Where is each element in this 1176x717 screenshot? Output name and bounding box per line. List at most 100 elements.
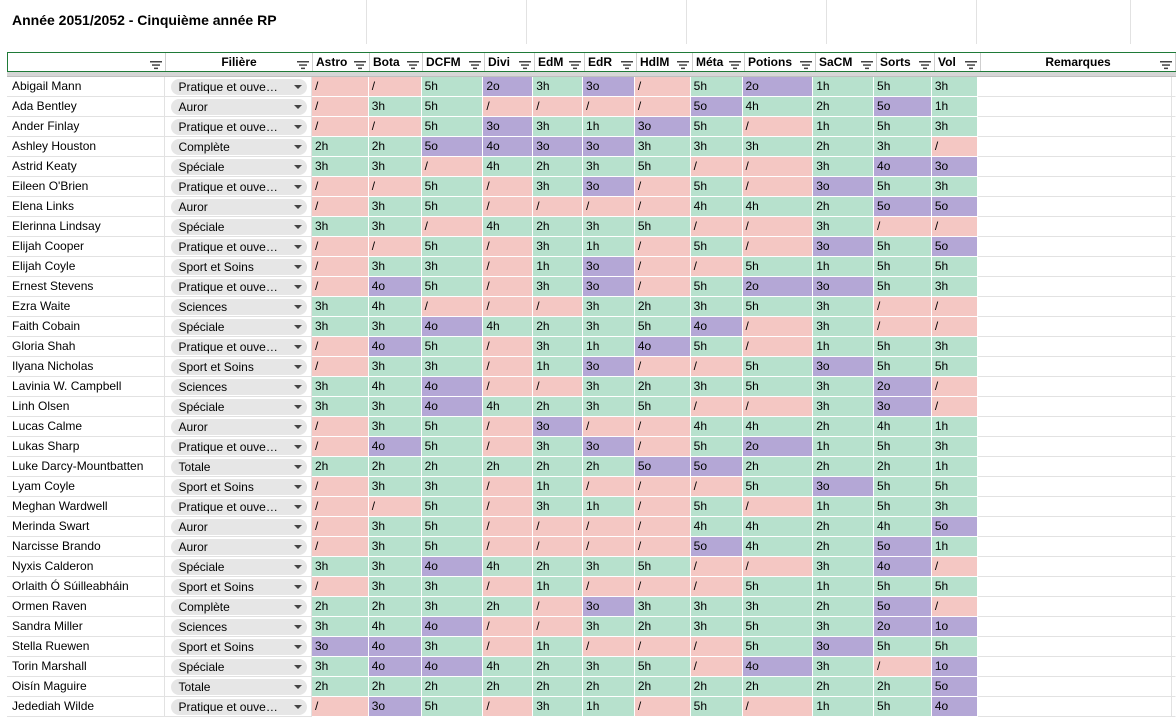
grade-potions[interactable]: / (742, 217, 814, 237)
grade-meta[interactable]: / (690, 397, 743, 417)
grade-bota[interactable]: 3h (368, 537, 422, 557)
grade-bota[interactable]: 4h (368, 297, 422, 317)
grade-divi[interactable]: 2h (483, 597, 534, 617)
grade-sorts[interactable]: / (874, 657, 932, 677)
grade-sacm[interactable]: 1h (813, 497, 875, 517)
grade-hdlm[interactable]: 5h (634, 317, 691, 337)
grade-sorts[interactable]: 5h (874, 437, 932, 457)
grade-sacm[interactable]: 2h (813, 677, 875, 697)
grade-astro[interactable]: 2h (311, 137, 369, 157)
grade-edm[interactable]: 3h (533, 177, 584, 197)
grade-hdlm[interactable]: 2h (634, 617, 691, 637)
grade-sacm[interactable]: 3o (813, 637, 875, 657)
grade-vol[interactable]: / (931, 397, 978, 417)
grade-hdlm[interactable]: / (634, 197, 691, 217)
grade-hdlm[interactable]: / (634, 357, 691, 377)
grade-potions[interactable]: / (742, 177, 814, 197)
grade-divi[interactable]: / (483, 277, 534, 297)
grade-divi[interactable]: / (483, 477, 534, 497)
grade-dcfm[interactable]: 2h (421, 457, 484, 477)
filiere-cell[interactable]: Complète (165, 597, 312, 617)
grade-divi[interactable]: 4h (483, 557, 534, 577)
dropdown-arrow-icon[interactable] (293, 145, 302, 149)
grade-dcfm[interactable]: / (421, 217, 484, 237)
grade-potions[interactable]: 5h (742, 297, 814, 317)
grade-vol[interactable]: 3h (931, 337, 978, 357)
grade-astro[interactable]: / (311, 437, 369, 457)
filiere-dropdown[interactable]: Auror (171, 539, 307, 555)
grade-astro[interactable]: / (311, 197, 369, 217)
grade-edr[interactable]: 1h (583, 497, 635, 517)
filiere-dropdown[interactable]: Pratique et ouve… (171, 179, 307, 195)
filiere-cell[interactable]: Pratique et ouve… (165, 437, 312, 457)
filiere-cell[interactable]: Spéciale (165, 317, 312, 337)
remarks-cell[interactable] (977, 657, 1172, 677)
grade-edr[interactable]: 3h (583, 297, 635, 317)
header-rem[interactable]: Remarques (981, 53, 1176, 71)
remarks-cell[interactable] (977, 637, 1172, 657)
grade-hdlm[interactable]: / (634, 477, 691, 497)
dropdown-arrow-icon[interactable] (293, 525, 302, 529)
grade-divi[interactable]: / (483, 577, 534, 597)
grade-astro[interactable]: / (311, 537, 369, 557)
grade-vol[interactable]: / (931, 297, 978, 317)
grade-astro[interactable]: 3o (311, 637, 369, 657)
grade-potions[interactable]: / (742, 117, 814, 137)
grade-sorts[interactable]: 2o (874, 617, 932, 637)
remarks-cell[interactable] (977, 197, 1172, 217)
grade-dcfm[interactable]: / (421, 157, 484, 177)
grade-sacm[interactable]: 2h (813, 517, 875, 537)
grade-meta[interactable]: 5h (690, 337, 743, 357)
student-name[interactable]: Ezra Waite (7, 297, 166, 317)
header-edr[interactable]: EdR (585, 53, 637, 71)
grade-sacm[interactable]: 2h (813, 97, 875, 117)
filiere-cell[interactable]: Complète (165, 137, 312, 157)
filter-icon[interactable] (519, 57, 531, 70)
grade-astro[interactable]: 2h (311, 457, 369, 477)
empty-cell[interactable] (1172, 377, 1176, 397)
grade-sorts[interactable]: 5o (874, 197, 932, 217)
grade-divi[interactable]: / (483, 237, 534, 257)
grade-edr[interactable]: / (583, 577, 635, 597)
student-name[interactable]: Meghan Wardwell (7, 497, 166, 517)
grade-divi[interactable]: / (483, 257, 534, 277)
filter-icon[interactable] (729, 57, 741, 70)
student-name[interactable]: Lyam Coyle (7, 477, 166, 497)
grade-bota[interactable]: 3h (368, 417, 422, 437)
grade-sorts[interactable]: 5h (874, 577, 932, 597)
grade-meta[interactable]: 2h (690, 677, 743, 697)
dropdown-arrow-icon[interactable] (293, 265, 302, 269)
grade-potions[interactable]: 2h (742, 677, 814, 697)
grade-sacm[interactable]: 1h (813, 577, 875, 597)
remarks-cell[interactable] (977, 557, 1172, 577)
grade-sorts[interactable]: 5h (874, 257, 932, 277)
grade-potions[interactable]: 3h (742, 137, 814, 157)
filter-icon[interactable] (800, 57, 812, 70)
dropdown-arrow-icon[interactable] (293, 445, 302, 449)
grade-edm[interactable]: 3h (533, 337, 584, 357)
grade-sorts[interactable]: 5h (874, 637, 932, 657)
grade-sorts[interactable]: / (874, 317, 932, 337)
filter-icon[interactable] (861, 57, 873, 70)
grade-sorts[interactable]: 4o (874, 557, 932, 577)
student-name[interactable]: Ormen Raven (7, 597, 166, 617)
grade-sacm[interactable]: 3h (813, 217, 875, 237)
header-name[interactable] (8, 53, 166, 71)
empty-cell[interactable] (1172, 657, 1176, 677)
filiere-cell[interactable]: Pratique et ouve… (165, 237, 312, 257)
grade-meta[interactable]: 3h (690, 377, 743, 397)
remarks-cell[interactable] (977, 457, 1172, 477)
grade-sorts[interactable]: 2o (874, 377, 932, 397)
grade-potions[interactable]: 3h (742, 597, 814, 617)
grade-divi[interactable]: / (483, 377, 534, 397)
student-name[interactable]: Abigail Mann (7, 77, 166, 97)
dropdown-arrow-icon[interactable] (293, 505, 302, 509)
grade-hdlm[interactable]: 3o (634, 117, 691, 137)
grade-hdlm[interactable]: 5h (634, 397, 691, 417)
grade-vol[interactable]: 5h (931, 637, 978, 657)
grade-astro[interactable]: 2h (311, 677, 369, 697)
remarks-cell[interactable] (977, 357, 1172, 377)
dropdown-arrow-icon[interactable] (293, 205, 302, 209)
grade-divi[interactable]: / (483, 337, 534, 357)
filiere-cell[interactable]: Pratique et ouve… (165, 697, 312, 717)
